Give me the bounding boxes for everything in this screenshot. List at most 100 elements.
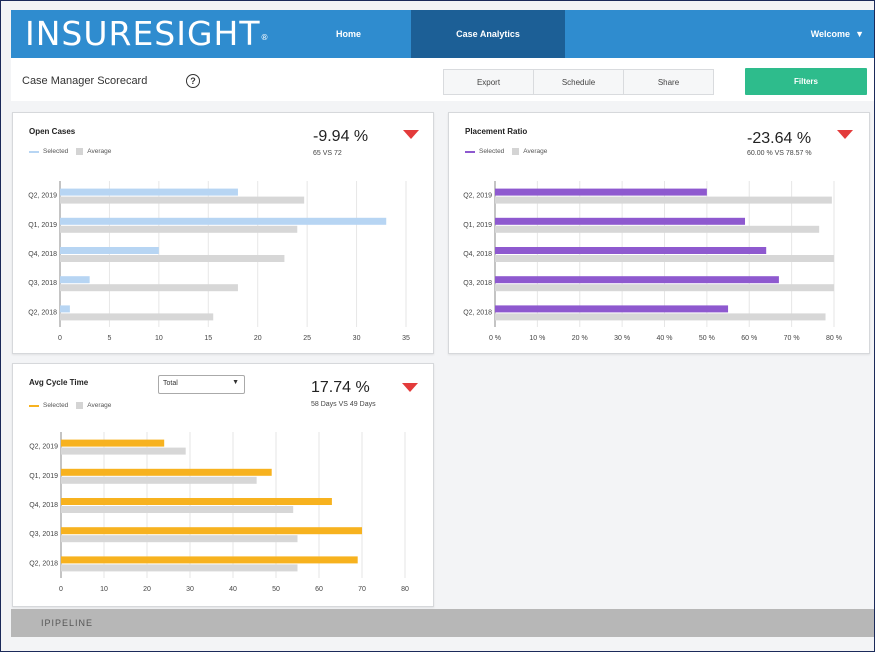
card-title: Placement Ratio (465, 127, 528, 136)
selected-bar[interactable] (61, 468, 272, 476)
selected-bar[interactable] (61, 527, 362, 535)
x-tick-label: 20 (254, 335, 262, 342)
average-bar[interactable] (60, 225, 298, 233)
average-bar[interactable] (60, 255, 285, 262)
selected-bar[interactable] (61, 556, 358, 564)
average-bar[interactable] (495, 196, 832, 204)
average-bar[interactable] (61, 506, 294, 513)
y-category-label: Q2, 2019 (29, 444, 58, 451)
avg-cycle-time-card: Avg Cycle Time Total ▼ Selected Average … (12, 363, 434, 607)
selected-bar[interactable] (61, 439, 165, 447)
legend-selected-label: Selected (479, 148, 505, 155)
change-metric: -23.64 % (747, 130, 812, 147)
x-tick-label: 0 % (489, 335, 501, 342)
x-tick-label: 40 (229, 586, 237, 593)
average-bar[interactable] (61, 564, 298, 572)
x-tick-label: 25 (303, 335, 311, 342)
selected-bar[interactable] (495, 188, 707, 196)
legend-selected-label: Selected (43, 402, 69, 409)
cycle-type-select[interactable]: Total ▼ (158, 375, 245, 394)
welcome-menu[interactable]: Welcome ▼ (811, 10, 864, 58)
x-tick-label: 5 (107, 335, 111, 342)
average-bar[interactable] (61, 535, 298, 543)
selected-bar[interactable] (60, 188, 238, 196)
x-tick-label: 30 (353, 335, 361, 342)
down-triangle-icon (402, 383, 418, 392)
open-cases-card: Open Cases Selected Average -9.94 % 65 V… (12, 112, 434, 354)
page-title: Case Manager Scorecard (22, 75, 148, 87)
card-title: Avg Cycle Time (29, 378, 89, 387)
selected-bar[interactable] (60, 276, 90, 284)
help-icon[interactable]: ? (186, 74, 200, 88)
placement-ratio-chart: 0 % 10 % 20 % 30 % 40 % 50 % 60 % 70 % 80 % Q2, 2… (449, 175, 869, 350)
schedule-button[interactable]: Schedule (533, 69, 624, 95)
y-category-label: Q2, 2018 (29, 560, 58, 567)
y-category-label: Q2, 2018 (463, 309, 492, 316)
legend-average-label: Average (87, 402, 112, 409)
x-tick-label: 30 % (614, 335, 630, 342)
legend-average-swatch (76, 402, 84, 409)
average-bar[interactable] (495, 255, 834, 262)
page-toolbar: Case Manager Scorecard ? Export Schedule… (11, 58, 874, 101)
share-button[interactable]: Share (623, 69, 714, 95)
x-tick-label: 50 % (699, 335, 715, 342)
legend-selected-label: Selected (43, 148, 69, 155)
legend-selected-swatch (465, 150, 475, 153)
x-tick-label: 50 (272, 586, 280, 593)
insuresight-logo[interactable]: INSURESIGHT® (25, 14, 270, 53)
y-category-label: Q4, 2018 (463, 251, 492, 258)
filters-button[interactable]: Filters (745, 68, 867, 95)
x-tick-label: 35 (402, 335, 410, 342)
average-bar[interactable] (495, 284, 834, 292)
nav-case-analytics[interactable]: Case Analytics (411, 10, 565, 58)
y-category-label: Q1, 2019 (29, 473, 58, 480)
average-bar[interactable] (60, 196, 305, 204)
selected-bar[interactable] (495, 247, 767, 254)
average-bar[interactable] (60, 313, 214, 321)
legend-average-swatch (76, 148, 84, 155)
x-tick-label: 80 % (826, 335, 842, 342)
export-button[interactable]: Export (443, 69, 534, 95)
legend-selected-swatch (29, 404, 39, 407)
y-category-label: Q2, 2019 (28, 193, 57, 200)
comparison-value: 60.00 % VS 78.57 % (747, 150, 812, 157)
selected-bar[interactable] (495, 305, 729, 313)
ipipeline-logo: IPIPELINE (41, 618, 94, 628)
selected-bar[interactable] (61, 498, 332, 505)
chart-legend: Selected Average (29, 148, 111, 155)
selected-bar[interactable] (60, 247, 159, 254)
change-metric: 17.74 % (311, 379, 370, 396)
legend-average-swatch (512, 148, 520, 155)
average-bar[interactable] (495, 313, 826, 321)
caret-down-icon: ▼ (855, 29, 864, 39)
y-category-label: Q1, 2019 (28, 222, 57, 229)
selected-bar[interactable] (60, 217, 387, 225)
comparison-value: 58 Days VS 49 Days (311, 401, 376, 408)
down-triangle-icon (403, 130, 419, 139)
comparison-value: 65 VS 72 (313, 150, 342, 157)
y-category-label: Q3, 2018 (463, 280, 492, 287)
welcome-label: Welcome (810, 29, 851, 39)
x-tick-label: 10 % (529, 335, 545, 342)
average-bar[interactable] (495, 225, 820, 233)
nav-home[interactable]: Home (335, 29, 361, 39)
average-bar[interactable] (60, 284, 238, 292)
selected-bar[interactable] (495, 217, 746, 225)
x-tick-label: 10 (100, 586, 108, 593)
x-tick-label: 10 (155, 335, 163, 342)
chart-legend: Selected Average (29, 402, 111, 409)
selected-bar[interactable] (60, 305, 70, 313)
selected-bar[interactable] (495, 276, 779, 284)
card-title: Open Cases (29, 127, 76, 136)
x-tick-label: 20 (143, 586, 151, 593)
open-cases-chart: 0 5 10 15 20 25 30 35 Q2, 2019 Q1, 2019 Q4, 2018 Q3… (13, 175, 433, 350)
placement-ratio-card: Placement Ratio Selected Average -23.64 … (448, 112, 870, 354)
average-bar[interactable] (61, 476, 257, 484)
average-bar[interactable] (61, 447, 186, 455)
legend-average-label: Average (523, 148, 548, 155)
y-category-label: Q2, 2019 (463, 193, 492, 200)
y-category-label: Q4, 2018 (29, 502, 58, 509)
footer-bar: IPIPELINE (11, 609, 874, 637)
y-category-label: Q4, 2018 (28, 251, 57, 258)
